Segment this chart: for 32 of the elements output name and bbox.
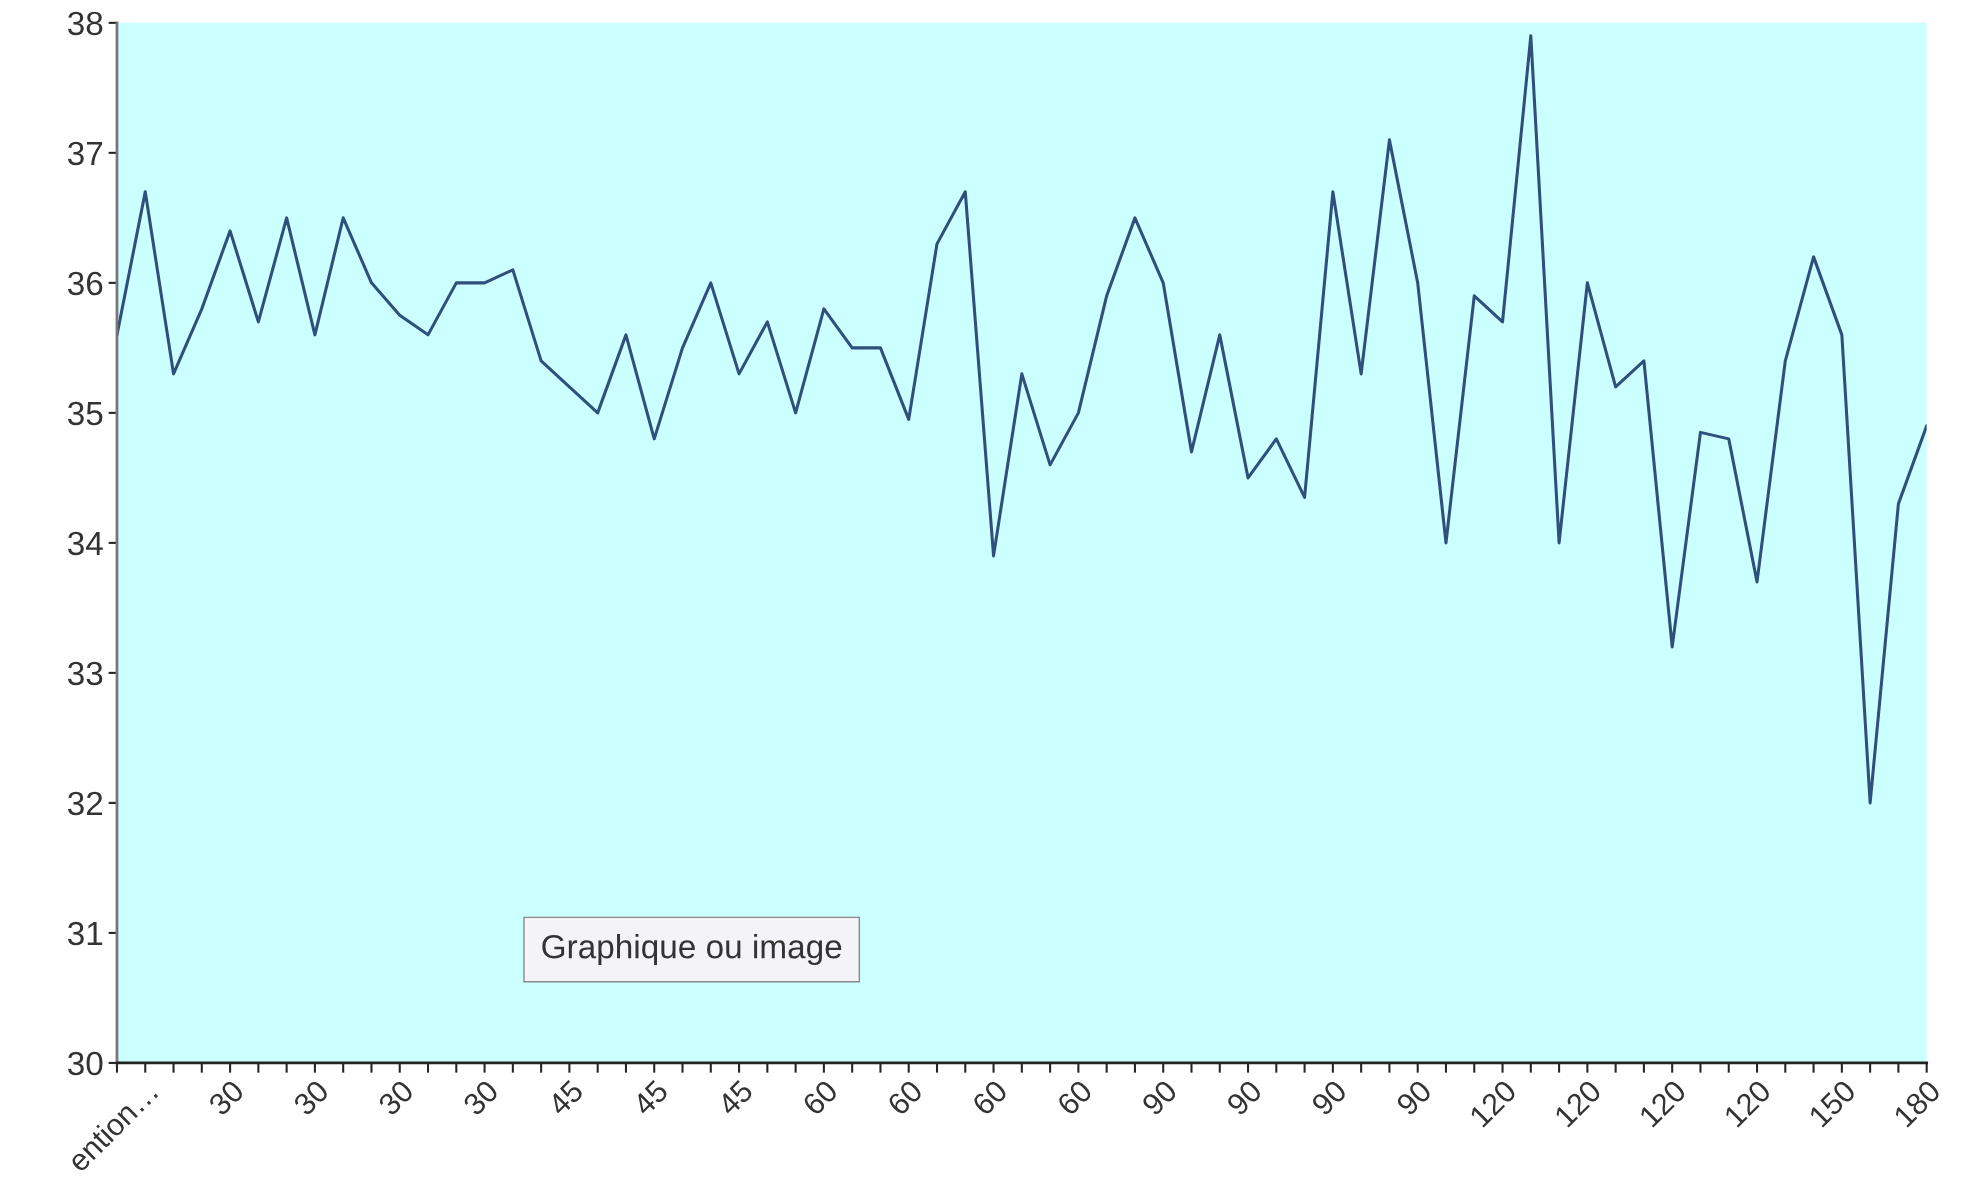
y-tick-label: 35 <box>67 401 103 426</box>
x-tick-label: 45 <box>716 1079 755 1117</box>
x-tick-label: 60 <box>1056 1078 1094 1117</box>
x-tick-label: 150 <box>1808 1078 1857 1128</box>
x-tick-label: 60 <box>886 1078 924 1117</box>
y-tick-label: 31 <box>67 921 103 946</box>
x-tick-label: 180 <box>1892 1078 1942 1128</box>
x-tick-label: 90 <box>1310 1078 1348 1117</box>
x-tick-label: 120 <box>1723 1078 1773 1128</box>
y-tick-label: 30 <box>67 1051 103 1076</box>
y-tick-label: 32 <box>67 791 103 816</box>
y-tick-label: 36 <box>67 271 103 296</box>
x-tick-label: 45 <box>546 1079 585 1117</box>
x-tick-label: 30 <box>292 1078 330 1117</box>
x-tick-label: 30 <box>461 1078 500 1117</box>
x-tick-label: 120 <box>1638 1078 1688 1128</box>
annotation: Graphique ou image <box>542 934 842 966</box>
x-tick-label: 90 <box>1225 1078 1264 1117</box>
x-tick-label: 60 <box>971 1078 1009 1117</box>
x-tick-label: 90 <box>1395 1078 1433 1117</box>
x-tick-label: 60 <box>801 1078 839 1117</box>
x-tick-label: 120 <box>1553 1078 1603 1128</box>
y-tick-label: 34 <box>67 531 103 556</box>
x-tick-label: 30 <box>377 1078 415 1117</box>
x-tick-label: 30 <box>207 1078 246 1117</box>
y-tick-label: 38 <box>67 11 103 36</box>
x-tick-label: 45 <box>631 1079 670 1117</box>
x-tick-label: 90 <box>1140 1078 1179 1117</box>
y-tick-label: 33 <box>67 661 103 686</box>
x-tick-label: 120 <box>1468 1078 1518 1128</box>
line-series <box>116 34 1927 805</box>
y-tick-label: 37 <box>67 141 103 166</box>
